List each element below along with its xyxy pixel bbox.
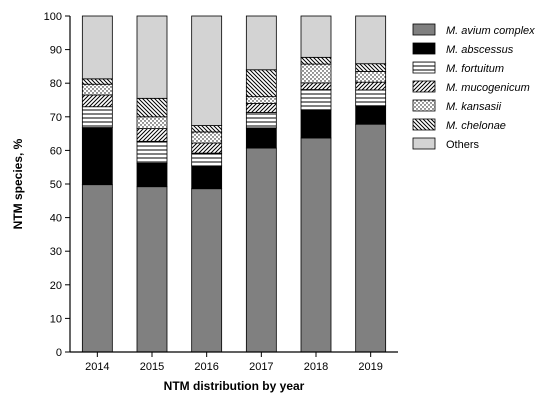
bar-segment-2018-1 bbox=[300, 109, 332, 139]
legend-swatch-0 bbox=[412, 23, 436, 36]
bar-segment-2018-2 bbox=[300, 89, 332, 111]
y-tick-label-80: 80 bbox=[50, 78, 62, 90]
bar-segment-2016-3 bbox=[191, 142, 223, 154]
bar-segment-2017-6 bbox=[245, 15, 277, 71]
bar-segment-2014-3 bbox=[81, 94, 113, 108]
bar-segment-2019-2 bbox=[355, 89, 387, 107]
axes-layer: 0 10 20 30 40 50 60 70 80 90 100 2014 2015 2016 2017 20… bbox=[44, 11, 398, 373]
bar-segment-2016-0 bbox=[191, 188, 223, 353]
bar-segment-2017-5 bbox=[245, 69, 277, 98]
legend-label-3: M. mucogenicum bbox=[446, 82, 530, 94]
x-tick-label-2019: 2019 bbox=[358, 361, 382, 373]
bar-segment-2014-4 bbox=[81, 83, 113, 96]
bars-layer bbox=[81, 15, 387, 353]
bar-segment-2015-5 bbox=[136, 97, 168, 118]
legend-label-6: Others bbox=[446, 139, 480, 151]
bar-segment-2016-2 bbox=[191, 152, 223, 167]
bar-segment-2019-1 bbox=[355, 105, 387, 125]
y-tick-label-20: 20 bbox=[50, 280, 62, 292]
bar-segment-2017-1 bbox=[245, 127, 277, 149]
y-tick-label-100: 100 bbox=[44, 11, 62, 23]
x-tick-label-2014: 2014 bbox=[85, 361, 109, 373]
x-tick-label-2017: 2017 bbox=[249, 361, 273, 373]
bar-segment-2015-2 bbox=[136, 140, 168, 164]
bar-segment-2016-6 bbox=[191, 15, 223, 126]
y-tick-label-90: 90 bbox=[50, 45, 62, 57]
bar-segment-2018-3 bbox=[300, 82, 332, 90]
bar-segment-2019-5 bbox=[355, 63, 387, 72]
legend-label-4: M. kansasii bbox=[446, 101, 502, 113]
legend-swatch-1 bbox=[412, 42, 436, 55]
bar-segment-2015-6 bbox=[136, 15, 168, 99]
legend-label-0: M. avium complex bbox=[446, 25, 535, 37]
bar-segment-2017-3 bbox=[245, 102, 277, 113]
bar-segment-2018-6 bbox=[300, 15, 332, 58]
bar-segment-2014-5 bbox=[81, 78, 113, 85]
legend-swatch-5 bbox=[412, 118, 436, 131]
y-tick-label-70: 70 bbox=[50, 112, 62, 124]
bar-segment-2018-5 bbox=[300, 56, 332, 65]
bar-segment-2019-6 bbox=[355, 15, 387, 65]
bar-segment-2015-1 bbox=[136, 162, 168, 188]
bar-segment-2014-6 bbox=[81, 15, 113, 80]
y-tick-label-60: 60 bbox=[50, 145, 62, 157]
bar-segment-2019-3 bbox=[355, 81, 387, 91]
bar-segment-2016-1 bbox=[191, 165, 223, 190]
x-tick-label-2016: 2016 bbox=[194, 361, 218, 373]
legend: M. avium complex M. abscessus M. fortuitum… bbox=[412, 23, 535, 151]
legend-swatch-4 bbox=[412, 99, 436, 112]
bar-segment-2018-4 bbox=[300, 63, 332, 84]
legend-swatch-3 bbox=[412, 80, 436, 93]
bar-segment-2017-0 bbox=[245, 147, 277, 353]
x-axis-title: NTM distribution by year bbox=[164, 379, 305, 393]
legend-swatch-2 bbox=[412, 61, 436, 74]
bar-segment-2017-4 bbox=[245, 96, 277, 104]
y-tick-label-0: 0 bbox=[56, 347, 62, 359]
y-tick-label-40: 40 bbox=[50, 213, 62, 225]
y-tick-label-30: 30 bbox=[50, 246, 62, 258]
y-tick-label-10: 10 bbox=[50, 313, 62, 325]
bar-segment-2015-3 bbox=[136, 128, 168, 142]
bar-segment-2014-1 bbox=[81, 127, 113, 186]
bar-segment-2018-0 bbox=[300, 137, 332, 353]
bar-segment-2017-2 bbox=[245, 112, 277, 129]
x-tick-label-2015: 2015 bbox=[140, 361, 164, 373]
bar-segment-2014-0 bbox=[81, 184, 113, 353]
bar-segment-2019-0 bbox=[355, 123, 387, 353]
legend-label-5: M. chelonae bbox=[446, 120, 506, 132]
y-tick-label-50: 50 bbox=[50, 179, 62, 191]
bar-segment-2015-4 bbox=[136, 116, 168, 129]
legend-label-2: M. fortuitum bbox=[446, 63, 504, 75]
bar-segment-2016-4 bbox=[191, 131, 223, 144]
bar-segment-2014-2 bbox=[81, 106, 113, 128]
bar-segment-2015-0 bbox=[136, 186, 168, 353]
legend-swatch-6 bbox=[412, 137, 436, 150]
bar-segment-2019-4 bbox=[355, 71, 387, 83]
y-axis-title: NTM species, % bbox=[11, 138, 25, 229]
bar-segment-2016-5 bbox=[191, 125, 223, 133]
legend-label-1: M. abscessus bbox=[446, 44, 514, 56]
x-tick-label-2018: 2018 bbox=[304, 361, 328, 373]
